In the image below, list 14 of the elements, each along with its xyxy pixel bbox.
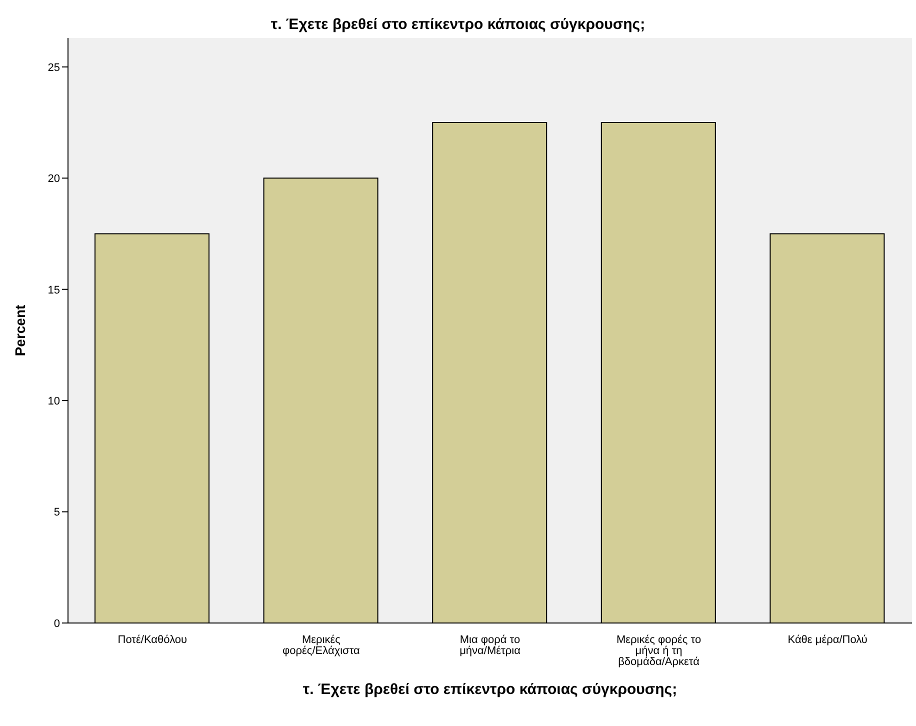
x-axis-title: τ. Έχετε βρεθεί στο επίκεντρο κάποιας σύγκρουσης; <box>302 681 678 698</box>
y-axis-title: Percent <box>12 304 28 356</box>
x-tick-label: Μερικές φορές/Ελάχιστα <box>282 634 361 657</box>
y-tick-label: 20 <box>48 173 60 186</box>
y-tick-label: 10 <box>48 395 60 408</box>
x-tick-label: Κάθε μέρα/Πολύ <box>788 634 868 646</box>
y-tick-label: 0 <box>54 618 60 630</box>
y-tick-label: 15 <box>48 284 60 296</box>
chart-title: τ. Έχετε βρεθεί στο επίκεντρο κάποιας σύγκρουσης; <box>270 16 646 33</box>
x-tick-label: Μια φορά το μήνα/Μέτρια <box>460 634 522 657</box>
x-tick-label: Μερικές φορές το μήνα ή τη βδομάδα/Αρκετά <box>616 634 702 668</box>
y-tick-label: 5 <box>54 506 60 519</box>
x-tick-label: Ποτέ/Καθόλου <box>118 634 188 646</box>
y-tick-label: 25 <box>48 62 60 74</box>
